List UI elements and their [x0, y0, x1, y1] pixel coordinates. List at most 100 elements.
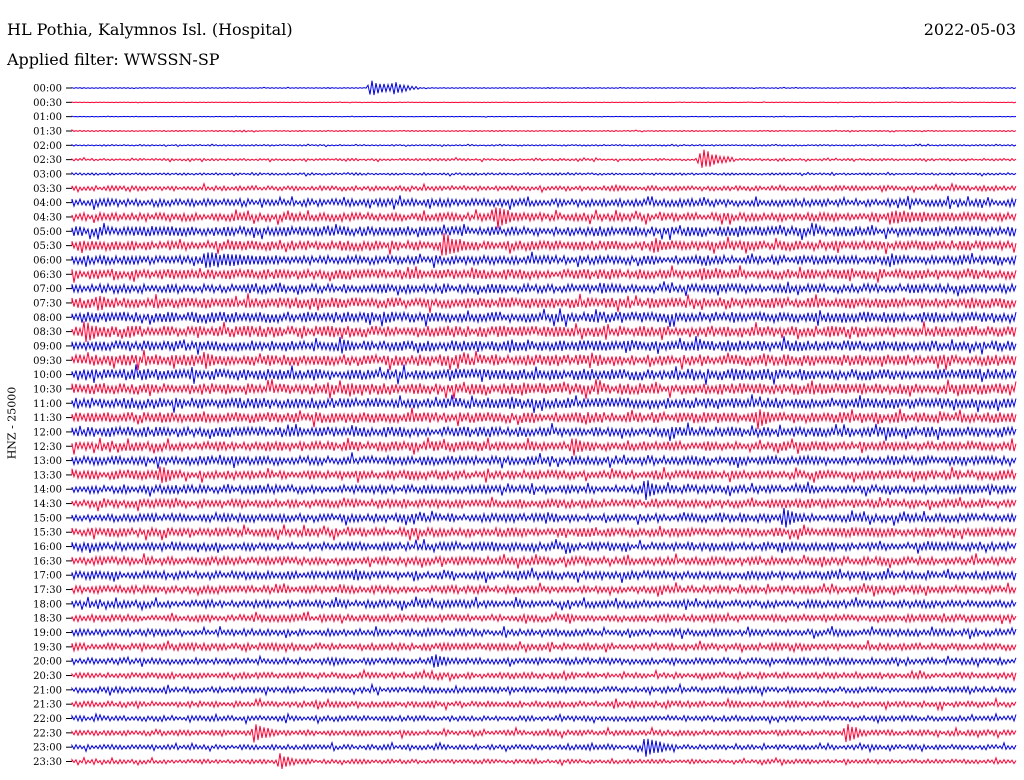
trace-line — [71, 567, 1017, 584]
time-tick-label: 21:00 — [33, 685, 62, 696]
time-tick-label: 08:00 — [33, 313, 62, 324]
trace-line — [71, 682, 1017, 698]
trace-line — [71, 507, 1017, 528]
time-tick-label: 11:30 — [33, 413, 62, 424]
trace-line — [71, 407, 1017, 430]
time-tick-label: 05:00 — [33, 227, 62, 238]
time-tick-label: 23:30 — [33, 757, 62, 768]
trace-line — [71, 668, 1017, 683]
time-tick-label: 20:30 — [33, 671, 62, 682]
time-tick-label: 15:00 — [33, 513, 62, 524]
trace-line — [71, 640, 1017, 654]
trace-line — [71, 496, 1017, 512]
time-tick-label: 07:00 — [33, 284, 62, 295]
trace-line — [71, 582, 1017, 597]
trace-line — [71, 379, 1017, 399]
trace-line — [71, 610, 1017, 625]
time-tick-label: 20:00 — [33, 657, 62, 668]
date-label: 2022-05-03 — [923, 20, 1016, 39]
time-tick-label: 16:00 — [33, 542, 62, 553]
time-tick-label: 10:30 — [33, 384, 62, 395]
time-tick-label: 12:00 — [33, 427, 62, 438]
time-tick-label: 21:30 — [33, 700, 62, 711]
trace-line — [71, 452, 1017, 469]
time-tick-label: 09:30 — [33, 356, 62, 367]
time-tick-label: 13:30 — [33, 470, 62, 481]
time-tick-label: 09:00 — [33, 341, 62, 352]
trace-line — [71, 222, 1017, 241]
time-tick-label: 15:30 — [33, 528, 62, 539]
station-title: HL Pothia, Kalymnos Isl. (Hospital) — [7, 20, 293, 39]
trace-line — [71, 265, 1017, 283]
time-tick-label: 19:00 — [33, 628, 62, 639]
time-tick-label: 22:30 — [33, 728, 62, 739]
time-tick-label: 02:30 — [33, 155, 62, 166]
time-tick-label: 00:30 — [33, 98, 62, 109]
trace-line — [71, 195, 1017, 210]
time-tick-label: 23:00 — [33, 743, 62, 754]
time-tick-label: 01:00 — [33, 112, 62, 123]
time-tick-label: 05:30 — [33, 241, 62, 252]
time-tick-label: 06:00 — [33, 255, 62, 266]
time-tick-label: 04:30 — [33, 212, 62, 223]
time-tick-label: 08:30 — [33, 327, 62, 338]
time-tick-label: 14:30 — [33, 499, 62, 510]
time-tick-label: 01:30 — [33, 126, 62, 137]
filter-label: Applied filter: WWSSN-SP — [7, 50, 220, 69]
trace-line — [71, 101, 1017, 104]
time-tick-label: 18:30 — [33, 614, 62, 625]
trace-line — [71, 281, 1017, 297]
trace-line — [71, 207, 1017, 229]
trace-line — [71, 654, 1017, 669]
time-tick-label: 04:00 — [33, 198, 62, 209]
time-tick-label: 03:30 — [33, 184, 62, 195]
trace-line — [71, 143, 1017, 148]
trace-line — [71, 466, 1017, 484]
time-tick-label: 22:00 — [33, 714, 62, 725]
trace-line — [71, 422, 1017, 442]
trace-line — [71, 394, 1017, 413]
trace-line — [71, 321, 1017, 342]
trace-line — [71, 308, 1017, 327]
trace-line — [71, 293, 1017, 313]
trace-line — [71, 80, 1017, 96]
trace-line — [71, 349, 1017, 371]
time-tick-label: 19:30 — [33, 642, 62, 653]
time-tick-label: 13:00 — [33, 456, 62, 467]
trace-line — [71, 723, 1017, 743]
trace-line — [71, 181, 1017, 194]
trace-line — [71, 712, 1017, 726]
trace-line — [71, 251, 1017, 269]
trace-line — [71, 738, 1017, 757]
trace-line — [71, 149, 1017, 168]
trace-line — [71, 539, 1017, 555]
time-tick-label: 12:30 — [33, 442, 62, 453]
trace-line — [71, 625, 1017, 640]
trace-line — [71, 753, 1017, 769]
trace-line — [71, 336, 1017, 355]
trace-line — [71, 115, 1017, 118]
time-tick-label: 10:00 — [33, 370, 62, 381]
trace-line — [71, 596, 1017, 612]
trace-line — [71, 524, 1017, 541]
trace-line — [71, 437, 1017, 456]
trace-line — [71, 480, 1017, 501]
time-tick-label: 00:00 — [33, 84, 62, 95]
trace-line — [71, 364, 1017, 385]
time-tick-label: 02:00 — [33, 141, 62, 152]
time-tick-label: 06:30 — [33, 270, 62, 281]
time-tick-label: 17:00 — [33, 571, 62, 582]
time-tick-label: 16:30 — [33, 556, 62, 567]
time-tick-label: 03:00 — [33, 169, 62, 180]
trace-line — [71, 696, 1017, 712]
time-tick-label: 07:30 — [33, 298, 62, 309]
trace-line — [71, 233, 1017, 256]
time-tick-label: 17:30 — [33, 585, 62, 596]
trace-line — [71, 129, 1017, 133]
time-tick-label: 18:00 — [33, 599, 62, 610]
trace-rows: 00:00 00:30 01:00 01:30 02:00 02:30 03:00 03:30… — [33, 80, 1017, 769]
time-tick-label: 11:00 — [33, 399, 62, 410]
trace-line — [71, 171, 1017, 177]
time-tick-label: 14:00 — [33, 485, 62, 496]
